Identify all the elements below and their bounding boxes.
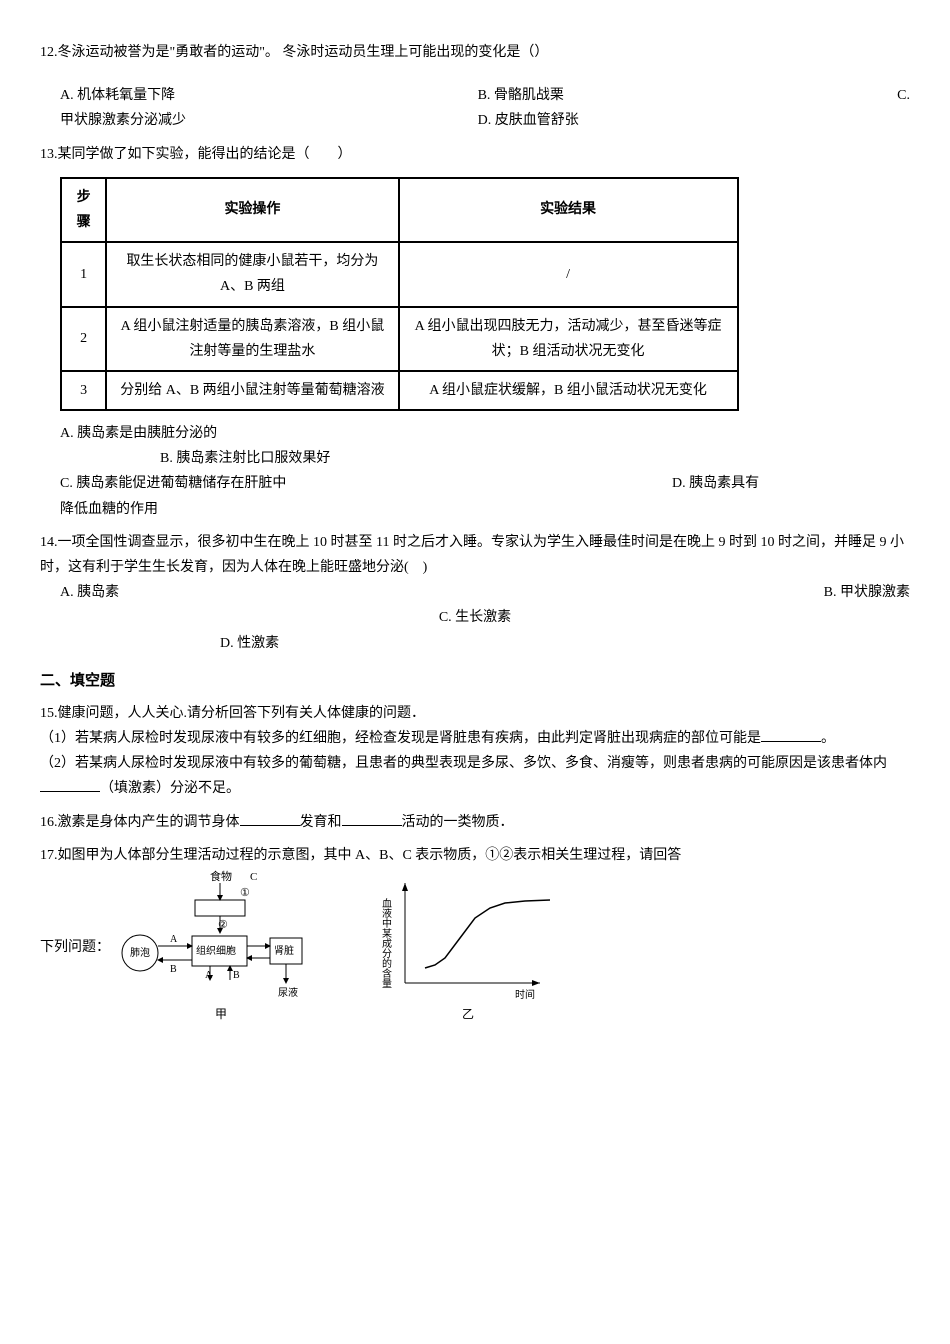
table-row: 2 A 组小鼠注射适量的胰岛素溶液，B 组小鼠注射等量的生理盐水 A 组小鼠出现… bbox=[61, 307, 738, 371]
cell-res: A 组小鼠症状缓解，B 组小鼠活动状况无变化 bbox=[399, 371, 738, 410]
q14-option-a: A. 胰岛素 bbox=[60, 580, 119, 605]
label-one: ① bbox=[240, 887, 250, 899]
q13-option-d-cont: 降低血糖的作用 bbox=[60, 497, 910, 522]
table-header-row: 步骤 实验操作 实验结果 bbox=[61, 178, 738, 242]
q13-option-c: C. 胰岛素能促进葡萄糖储存在肝脏中 bbox=[60, 471, 672, 496]
q15-p2b: （填激素）分泌不足。 bbox=[100, 781, 240, 796]
q15-p2: （2）若某病人尿检时发现尿液中有较多的葡萄糖，且患者的典型表现是多尿、多饮、多食… bbox=[40, 751, 910, 801]
q12-options-row2: 甲状腺激素分泌减少 D. 皮肤血管舒张 bbox=[40, 108, 910, 133]
label-A: A bbox=[170, 934, 178, 945]
table-row: 1 取生长状态相同的健康小鼠若干，均分为 A、B 两组 / bbox=[61, 242, 738, 306]
q15-p1a: （1）若某病人尿检时发现尿液中有较多的红细胞，经检查发现是肾脏患有疾病，由此判定… bbox=[40, 731, 761, 746]
q12-options-row1: A. 机体耗氧量下降 B. 骨骼肌战栗 C. bbox=[40, 83, 910, 108]
figure-yi: 血液中某成分的含量 时间 乙 bbox=[380, 873, 560, 1023]
q13-option-b: B. 胰岛素注射比口服效果好 bbox=[160, 446, 910, 471]
q14-option-d: D. 性激素 bbox=[220, 631, 910, 656]
q17-text: 17.如图甲为人体部分生理活动过程的示意图，其中 A、B、C 表示物质，①②表示… bbox=[40, 843, 910, 868]
label-yi: 乙 bbox=[462, 1007, 474, 1021]
q16-b: 发育和 bbox=[300, 815, 342, 830]
question-13: 13.某同学做了如下实验，能得出的结论是（ ） 步骤 实验操作 实验结果 1 取… bbox=[40, 142, 910, 522]
label-jia: 甲 bbox=[215, 1007, 227, 1021]
q12-option-a: A. 机体耗氧量下降 bbox=[60, 83, 478, 108]
question-14: 14.一项全国性调查显示，很多初中生在晚上 10 时甚至 11 时之后才入睡。专… bbox=[40, 530, 910, 656]
figures: 食物 C ① ② 肺泡 A B 组织细胞 bbox=[110, 868, 560, 1028]
q12-option-b: B. 骨骼肌战栗 bbox=[478, 83, 826, 108]
cell-res: / bbox=[399, 242, 738, 306]
q17-figure-row: 下列问题： 食物 C ① ② 肺泡 A bbox=[40, 868, 910, 1028]
svg-text:A: A bbox=[205, 970, 213, 981]
xlabel: 时间 bbox=[515, 988, 535, 1001]
q14-option-c: C. 生长激素 bbox=[40, 605, 910, 630]
label-food: 食物 bbox=[210, 869, 232, 883]
th-result: 实验结果 bbox=[399, 178, 738, 242]
figure-jia: 食物 C ① ② 肺泡 A B 组织细胞 bbox=[110, 868, 340, 1028]
q13-text: 13.某同学做了如下实验，能得出的结论是（ ） bbox=[40, 142, 910, 167]
cell-res: A 组小鼠出现四肢无力，活动减少，甚至昏迷等症状；B 组活动状况无变化 bbox=[399, 307, 738, 371]
q14-text: 14.一项全国性调查显示，很多初中生在晚上 10 时甚至 11 时之后才入睡。专… bbox=[40, 530, 910, 580]
cell-op: 分别给 A、B 两组小鼠注射等量葡萄糖溶液 bbox=[106, 371, 398, 410]
table-row: 3 分别给 A、B 两组小鼠注射等量葡萄糖溶液 A 组小鼠症状缓解，B 组小鼠活… bbox=[61, 371, 738, 410]
q13-options-cd: C. 胰岛素能促进葡萄糖储存在肝脏中 D. 胰岛素具有 bbox=[60, 471, 910, 496]
blank-input[interactable] bbox=[240, 811, 300, 826]
label-zuzhi: 组织细胞 bbox=[196, 944, 236, 957]
q13-option-d: D. 胰岛素具有 bbox=[672, 471, 759, 496]
section-2-title: 二、填空题 bbox=[40, 668, 910, 695]
q15-p2a: （2）若某病人尿检时发现尿液中有较多的葡萄糖，且患者的典型表现是多尿、多饮、多食… bbox=[40, 756, 887, 771]
question-12: 12.冬泳运动被誉为是"勇敢者的运动"。 冬泳时运动员生理上可能出现的变化是（）… bbox=[40, 40, 910, 134]
q13-option-a: A. 胰岛素是由胰脏分泌的 bbox=[60, 421, 910, 446]
q15-p1: （1）若某病人尿检时发现尿液中有较多的红细胞，经检查发现是肾脏患有疾病，由此判定… bbox=[40, 726, 910, 751]
q12-option-c: C. bbox=[826, 83, 910, 108]
th-step: 步骤 bbox=[61, 178, 106, 242]
label-shen: 肾脏 bbox=[274, 944, 294, 957]
cell-step: 3 bbox=[61, 371, 106, 410]
blank-input[interactable] bbox=[342, 811, 402, 826]
q16-a: 16.激素是身体内产生的调节身体 bbox=[40, 815, 240, 830]
cell-step: 1 bbox=[61, 242, 106, 306]
q12-text: 12.冬泳运动被誉为是"勇敢者的运动"。 冬泳时运动员生理上可能出现的变化是（） bbox=[40, 40, 910, 65]
question-17: 17.如图甲为人体部分生理活动过程的示意图，其中 A、B、C 表示物质，①②表示… bbox=[40, 843, 910, 1028]
svg-text:B: B bbox=[233, 970, 240, 981]
q15-text: 15.健康问题，人人关心.请分析回答下列有关人体健康的问题． bbox=[40, 701, 910, 726]
label-niaoye: 尿液 bbox=[278, 986, 298, 999]
cell-op: 取生长状态相同的健康小鼠若干，均分为 A、B 两组 bbox=[106, 242, 398, 306]
ylabel: 血液中某成分的含量 bbox=[380, 897, 392, 988]
q14-row1: A. 胰岛素 B. 甲状腺激素 bbox=[60, 580, 910, 605]
cell-step: 2 bbox=[61, 307, 106, 371]
q12-option-d: D. 皮肤血管舒张 bbox=[478, 108, 896, 133]
question-15: 15.健康问题，人人关心.请分析回答下列有关人体健康的问题． （1）若某病人尿检… bbox=[40, 701, 910, 802]
q14-option-b: B. 甲状腺激素 bbox=[824, 580, 910, 605]
q15-p1b: 。 bbox=[821, 731, 835, 746]
question-16: 16.激素是身体内产生的调节身体 发育和 活动的一类物质． bbox=[40, 810, 910, 835]
th-operation: 实验操作 bbox=[106, 178, 398, 242]
experiment-table: 步骤 实验操作 实验结果 1 取生长状态相同的健康小鼠若干，均分为 A、B 两组… bbox=[60, 177, 739, 411]
label-B: B bbox=[170, 964, 177, 975]
label-C: C bbox=[250, 871, 257, 883]
q16-c: 活动的一类物质． bbox=[402, 815, 514, 830]
blank-input[interactable] bbox=[761, 727, 821, 742]
q12-option-c-cont: 甲状腺激素分泌减少 bbox=[60, 108, 478, 133]
cell-op: A 组小鼠注射适量的胰岛素溶液，B 组小鼠注射等量的生理盐水 bbox=[106, 307, 398, 371]
label-feipao: 肺泡 bbox=[130, 946, 150, 959]
q17-caption: 下列问题： bbox=[40, 935, 110, 960]
blank-input[interactable] bbox=[40, 777, 100, 792]
